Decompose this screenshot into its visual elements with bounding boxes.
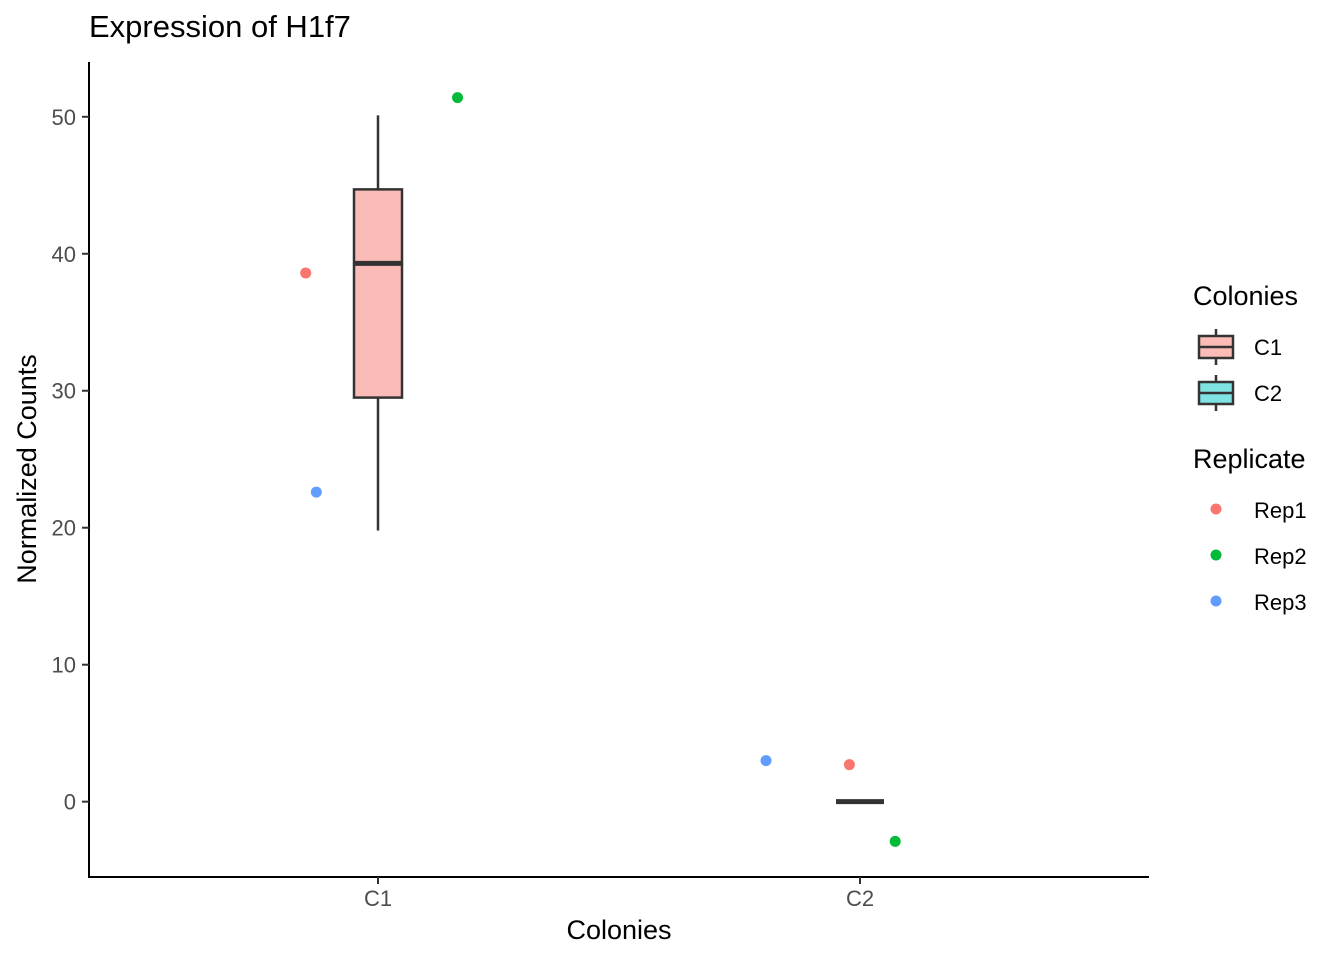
legend-key-c2 (1197, 375, 1235, 411)
x-axis-ticks: C1 C2 (364, 877, 874, 911)
legend-label: Rep1 (1254, 498, 1307, 523)
plot-area (300, 92, 901, 847)
legend-key-c1 (1197, 329, 1235, 365)
y-tick-label: 30 (52, 379, 76, 404)
y-axis-ticks: 0 10 20 30 40 50 (52, 105, 89, 815)
y-tick-label: 10 (52, 653, 76, 678)
point-c1-rep1 (300, 267, 312, 279)
x-axis-title: Colonies (566, 915, 671, 945)
box-c1 (352, 115, 404, 531)
point-c2-rep2 (889, 835, 901, 847)
point-c1-rep2 (452, 92, 464, 104)
legend-title-colonies: Colonies (1193, 281, 1298, 311)
legend-label: Rep2 (1254, 544, 1307, 569)
point-c2-rep1 (843, 759, 855, 771)
y-tick-label: 0 (64, 790, 76, 815)
chart-title: Expression of H1f7 (89, 9, 351, 44)
y-tick-label: 20 (52, 516, 76, 541)
legend-key-rep3 (1210, 595, 1222, 607)
legend-label: Rep3 (1254, 590, 1307, 615)
legend-key-rep2 (1210, 549, 1222, 561)
legend-title-replicate: Replicate (1193, 444, 1306, 474)
x-tick-label: C2 (846, 886, 874, 911)
box-iqr (352, 188, 404, 399)
y-tick-label: 40 (52, 242, 76, 267)
y-tick-label: 50 (52, 105, 76, 130)
y-axis-title: Normalized Counts (12, 354, 42, 584)
legends: Colonies C1 C2 Replicate Rep1 Rep2 Rep3 (1193, 281, 1307, 615)
legend-label: C1 (1254, 335, 1282, 360)
legend-label: C2 (1254, 381, 1282, 406)
point-c1-rep3 (310, 486, 322, 498)
point-c2-rep3 (760, 755, 772, 767)
legend-key-rep1 (1210, 503, 1222, 515)
x-tick-label: C1 (364, 886, 392, 911)
